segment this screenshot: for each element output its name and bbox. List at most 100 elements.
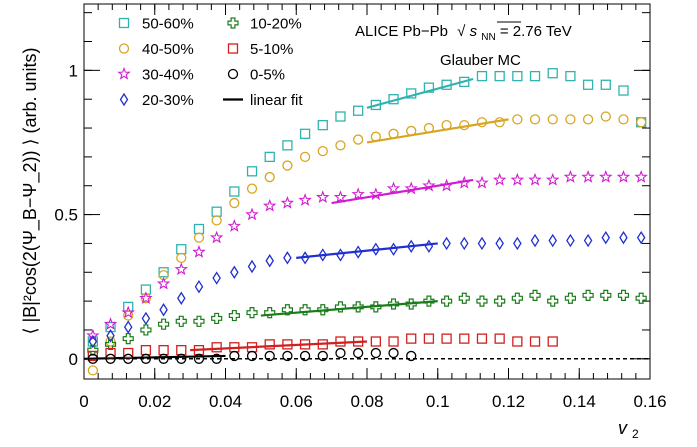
data-point bbox=[545, 172, 560, 186]
data-point bbox=[140, 345, 152, 356]
legend-entry: 20-30% bbox=[119, 92, 194, 109]
y-axis-title: ⟨ |B|²cos(2(Ψ_B−Ψ_2)) ⟩ (arb. units) bbox=[20, 47, 41, 334]
data-point bbox=[230, 265, 239, 279]
data-point bbox=[459, 120, 470, 131]
data-point bbox=[423, 122, 435, 134]
data-point bbox=[264, 339, 275, 350]
data-point bbox=[264, 171, 275, 183]
data-point bbox=[353, 347, 364, 359]
data-point bbox=[477, 236, 487, 251]
data-point bbox=[105, 347, 116, 359]
data-point bbox=[280, 195, 295, 209]
data-point bbox=[370, 99, 381, 111]
data-point bbox=[617, 289, 630, 301]
data-point bbox=[370, 347, 381, 359]
data-point bbox=[635, 292, 647, 304]
data-point bbox=[283, 251, 292, 265]
data-point bbox=[193, 232, 205, 243]
data-point bbox=[406, 125, 417, 137]
data-point bbox=[547, 114, 558, 125]
data-point bbox=[634, 170, 648, 183]
data-point bbox=[351, 187, 365, 201]
series-20-30%-markers bbox=[88, 230, 646, 349]
energy-variable: s bbox=[470, 23, 478, 40]
data-point bbox=[406, 333, 417, 344]
data-point bbox=[333, 190, 348, 203]
data-point bbox=[246, 350, 258, 362]
data-point bbox=[246, 183, 258, 194]
legend-entry: 30-40% bbox=[117, 67, 194, 84]
data-point bbox=[370, 336, 381, 347]
legend: 50-60% 10-20% 40-50% 5-10% 30-40% 0-5% 20-30% l… bbox=[117, 16, 303, 109]
x-tick-label: 0.08 bbox=[350, 392, 383, 411]
data-point bbox=[317, 304, 329, 316]
data-point bbox=[583, 233, 593, 248]
data-point bbox=[176, 244, 187, 255]
data-point bbox=[458, 292, 470, 304]
data-point bbox=[246, 166, 258, 177]
annotation-line1: ALICE Pb−Pb √ s NN = 2.76 TeV bbox=[355, 23, 572, 44]
data-point bbox=[335, 347, 346, 359]
data-point bbox=[318, 248, 328, 262]
data-point bbox=[582, 114, 594, 125]
data-point bbox=[476, 70, 488, 82]
data-point bbox=[636, 117, 647, 128]
data-point bbox=[193, 353, 205, 364]
data-point bbox=[581, 170, 595, 183]
annotation-prefix: ALICE Pb−Pb bbox=[355, 23, 448, 40]
data-point bbox=[441, 79, 452, 90]
x-tick-label: 0.02 bbox=[138, 392, 171, 411]
data-point bbox=[529, 289, 541, 301]
data-point bbox=[317, 350, 328, 362]
data-point bbox=[457, 175, 472, 189]
data-point bbox=[387, 298, 400, 310]
data-point bbox=[299, 350, 311, 362]
data-point bbox=[282, 339, 293, 350]
data-point bbox=[123, 353, 134, 364]
data-point bbox=[246, 307, 258, 319]
data-point bbox=[369, 187, 383, 201]
x-tick-label: 0.06 bbox=[280, 392, 313, 411]
data-point bbox=[121, 305, 135, 319]
data-point bbox=[547, 336, 558, 347]
data-point bbox=[513, 236, 522, 251]
data-point bbox=[281, 304, 294, 316]
data-point bbox=[599, 169, 613, 183]
legend-marker bbox=[227, 43, 239, 54]
data-point bbox=[123, 320, 133, 334]
data-point bbox=[547, 295, 559, 307]
series-5-10%-markers bbox=[87, 333, 558, 362]
data-point bbox=[388, 347, 399, 359]
fit-line-20-30% bbox=[296, 242, 438, 259]
data-point bbox=[122, 333, 134, 345]
data-point bbox=[193, 223, 205, 235]
data-point bbox=[388, 128, 399, 139]
fit-line-5-10% bbox=[190, 340, 368, 352]
data-point bbox=[529, 70, 541, 82]
fit-line-0-5% bbox=[83, 354, 226, 360]
legend-label: 0-5% bbox=[250, 67, 285, 84]
data-point bbox=[423, 333, 435, 344]
data-point bbox=[140, 353, 152, 364]
energy-subscript: NN bbox=[481, 32, 495, 43]
data-point bbox=[406, 88, 417, 99]
data-point bbox=[441, 120, 452, 131]
data-point bbox=[282, 350, 293, 362]
data-point bbox=[495, 236, 504, 251]
fit-line-50-60% bbox=[366, 77, 474, 109]
y-tick-label: 0 bbox=[69, 350, 78, 369]
x-tick-label: 0.1 bbox=[426, 392, 450, 411]
data-point bbox=[600, 289, 612, 301]
data-point bbox=[229, 197, 240, 209]
legend-entry: 40-50% bbox=[118, 41, 194, 58]
sqrt-symbol: √ bbox=[457, 23, 466, 40]
data-point bbox=[601, 230, 611, 245]
data-point bbox=[370, 131, 381, 142]
data-point bbox=[158, 345, 169, 356]
data-point bbox=[582, 289, 594, 301]
data-point bbox=[388, 336, 399, 347]
data-point bbox=[299, 151, 311, 163]
data-point bbox=[440, 295, 453, 307]
data-point bbox=[353, 105, 364, 116]
